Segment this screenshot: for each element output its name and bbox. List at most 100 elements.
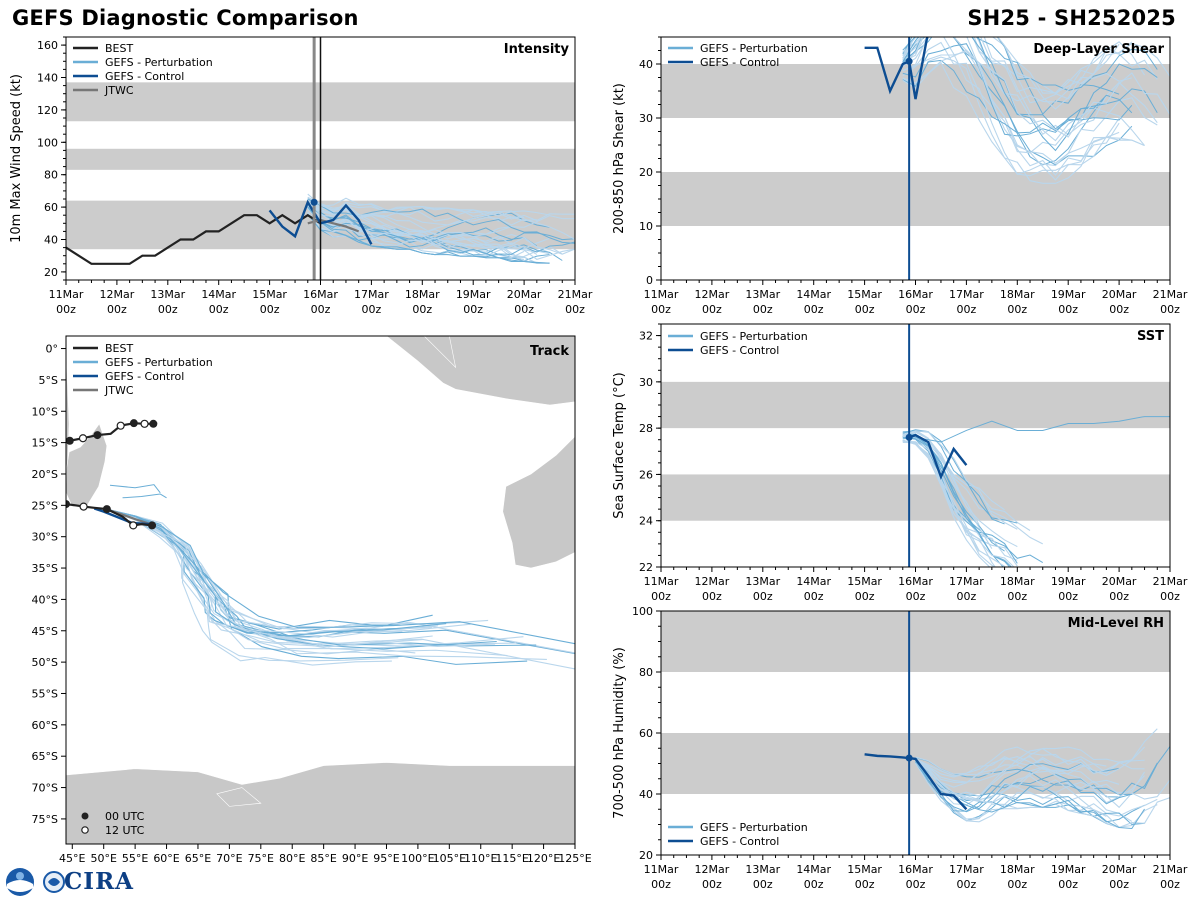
best-point-12utc [129, 521, 138, 530]
x-tick-label: 00z [260, 303, 280, 316]
x-tick-label: 12Mar [695, 288, 730, 301]
perturbation-member-line [902, 61, 1120, 175]
x-tick-label: 20Mar [1102, 288, 1137, 301]
x-tick-label: 80°E [279, 852, 305, 865]
y-tick-label: 0 [646, 274, 653, 287]
perturbation-member-line [902, 37, 1158, 164]
panel-intensity: 20 40 60 80 100 120 140 160 11Mar 00z 12Mar 00z 13Ma… [9, 36, 593, 316]
x-tick-label: 18Mar [1000, 863, 1035, 876]
x-tick-label: 21Mar [558, 288, 593, 301]
band-1 [661, 611, 1170, 672]
band-0 [661, 474, 1170, 521]
perturbation-track [103, 507, 433, 630]
x-tick-label: 00z [412, 303, 432, 316]
legend-marker-12utc [81, 826, 89, 834]
x-tick-label: 00z [702, 590, 722, 603]
perturbation-member-line [915, 416, 1170, 443]
best-point-00utc [66, 436, 74, 445]
perturbation-member-line [915, 746, 1145, 777]
perturbation-member-line [915, 761, 1170, 829]
perturbation-member-line [915, 748, 1145, 783]
y-axis-label: Sea Surface Temp (°C) [612, 372, 627, 519]
legend-label: JTWC [104, 384, 134, 397]
legend-marker-00utc [81, 812, 89, 820]
x-tick-label: 15Mar [847, 575, 882, 588]
x-tick-label: 00z [1109, 590, 1129, 603]
x-tick-label: 21Mar [1153, 863, 1188, 876]
x-tick-label: 19Mar [1051, 575, 1086, 588]
perturbation-member-line [902, 43, 1158, 137]
plot-area [661, 37, 1170, 280]
x-tick-label: 60°E [153, 852, 179, 865]
best-point-00utc [149, 419, 158, 428]
panel-sst: 22 24 26 28 30 32 11Mar 00z 12Mar 00z 13Mar 00z 14Ma… [612, 323, 1188, 603]
perturbation-member-line [902, 431, 1005, 511]
legend-label: GEFS - Control [105, 370, 184, 383]
x-tick-label: 00z [804, 878, 824, 891]
landmass-antarctica [66, 762, 575, 844]
x-tick-label: 17Mar [354, 288, 389, 301]
perturbation-member-line [915, 759, 1170, 809]
legend-label: GEFS - Perturbation [700, 330, 808, 343]
y-tick-label: 40 [639, 788, 653, 801]
cira-logo-text: CIRA [64, 868, 135, 895]
x-tick-label: 00z [855, 878, 875, 891]
x-tick-label: 00z [514, 303, 534, 316]
plot-area [661, 611, 1170, 855]
legend-label: GEFS - Control [700, 344, 779, 357]
y-axis-label: 200-850 hPa Shear (kt) [612, 83, 627, 234]
best-line [66, 213, 322, 265]
x-tick-label: 15Mar [847, 863, 882, 876]
perturbation-member-line [902, 436, 1011, 567]
x-tick-label: 00z [1109, 878, 1129, 891]
x-tick-label: 13Mar [745, 288, 780, 301]
perturbation-member-line [915, 756, 1145, 804]
perturbation-member-line [307, 201, 575, 260]
y-tick-label: 20 [639, 849, 653, 862]
perturbation-member-line [307, 206, 550, 264]
panel-shear: 0 10 20 30 40 11Mar 00z 12Mar 00z 13Mar 00z 14Mar 00… [612, 36, 1188, 316]
x-tick-label: 00z [906, 878, 926, 891]
x-tick-label: 11Mar [644, 575, 679, 588]
y-tick-label: 20 [639, 166, 653, 179]
y-tick-label: 40°S [32, 593, 58, 606]
x-tick-label: 15Mar [252, 288, 287, 301]
x-tick-label: 20Mar [507, 288, 542, 301]
best-point-12utc [78, 434, 88, 443]
y-tick-label: 70°S [32, 782, 58, 795]
x-tick-label: 00z [855, 303, 875, 316]
x-tick-label: 00z [1058, 303, 1078, 316]
x-tick-label: 00z [957, 590, 977, 603]
x-tick-label: 00z [362, 303, 382, 316]
y-tick-label: 60 [44, 201, 58, 214]
x-tick-label: 00z [1109, 303, 1129, 316]
perturbation-member-line [307, 197, 525, 219]
y-axis-label: 700-500 hPa Humidity (%) [612, 647, 627, 819]
x-tick-label: 50°E [90, 852, 116, 865]
y-tick-label: 80 [44, 169, 58, 182]
x-tick-label: 16Mar [898, 288, 933, 301]
x-tick-label: 00z [651, 590, 671, 603]
landmass-australia [502, 435, 575, 569]
perturbation-track [103, 507, 399, 662]
perturbation-member-line [902, 37, 1170, 103]
y-tick-label: 160 [37, 39, 58, 52]
x-tick-label: 14Mar [796, 288, 831, 301]
x-tick-label: 17Mar [949, 288, 984, 301]
landmass-indonesia [386, 336, 575, 406]
best-point-12utc [79, 502, 88, 511]
perturbation-track [103, 507, 447, 637]
x-tick-label: 85°E [310, 852, 336, 865]
x-tick-label: 00z [651, 303, 671, 316]
panel-title: Mid-Level RH [1068, 616, 1164, 631]
init-marker [310, 198, 318, 206]
plot-area [661, 324, 1170, 567]
x-tick-label: 18Mar [1000, 575, 1035, 588]
band-1 [661, 381, 1170, 429]
perturbation-member-line [915, 762, 1145, 823]
x-tick-label: 45°E [59, 852, 85, 865]
x-tick-label: 00z [804, 590, 824, 603]
y-tick-label: 20 [44, 266, 58, 279]
x-tick-label: 18Mar [405, 288, 440, 301]
